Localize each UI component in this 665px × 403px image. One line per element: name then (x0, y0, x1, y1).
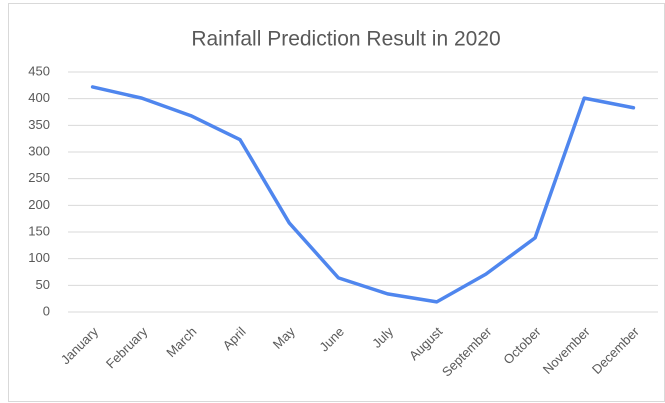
y-tick-label: 400 (28, 90, 50, 105)
line-series (90, 85, 636, 304)
y-tick-label: 300 (28, 143, 50, 158)
y-tick-label: 50 (36, 277, 50, 292)
chart-title: Rainfall Prediction Result in 2020 (191, 28, 500, 51)
y-tick-label: 100 (28, 250, 50, 265)
y-tick-label: 450 (28, 63, 50, 78)
chart-frame (8, 3, 665, 402)
y-tick-label: 0 (43, 303, 50, 318)
y-tick-label: 350 (28, 117, 50, 132)
y-tick-label: 200 (28, 197, 50, 212)
y-tick-label: 250 (28, 170, 50, 185)
y-tick-label: 150 (28, 223, 50, 238)
